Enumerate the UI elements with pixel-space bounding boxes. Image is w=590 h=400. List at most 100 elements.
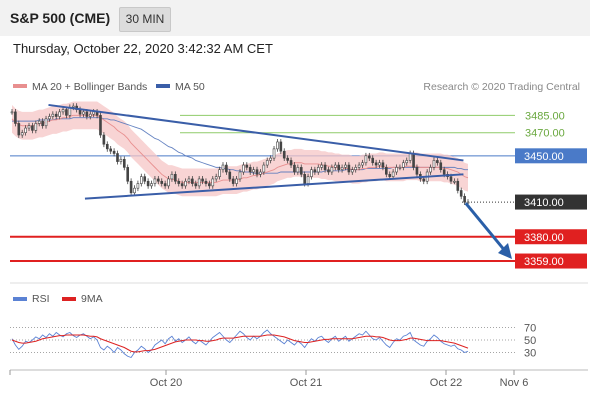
- candle: [119, 156, 123, 165]
- trend-line-0: [48, 103, 464, 162]
- candle: [415, 164, 419, 178]
- candle: [228, 169, 232, 182]
- candle: [44, 115, 48, 129]
- candle: [201, 176, 204, 185]
- rsi-legend: RSI 9MA: [13, 293, 103, 305]
- trend-lines: [48, 103, 464, 200]
- legend-label-ma20: MA 20 + Bollinger Bands: [32, 81, 147, 93]
- candle: [327, 166, 330, 175]
- candle: [429, 164, 432, 175]
- candle: [221, 162, 225, 173]
- level-tag-bg-4: [515, 229, 587, 245]
- candle: [344, 162, 347, 171]
- candle: [252, 166, 255, 175]
- legend-label-rsi: RSI: [32, 293, 50, 305]
- legend-label-ma50: MA 50: [175, 81, 205, 93]
- candle: [163, 180, 167, 189]
- forecast-arrow-head: [498, 243, 512, 260]
- candle: [299, 164, 303, 178]
- legend-swatch-ma50: [156, 84, 170, 88]
- candle: [463, 193, 466, 205]
- candle: [225, 162, 228, 175]
- candle: [405, 157, 409, 166]
- candle: [371, 155, 375, 166]
- candle: [20, 129, 24, 138]
- bollinger-band: [12, 101, 468, 197]
- candle: [37, 118, 41, 127]
- level-tag-4: 3380.00: [524, 232, 564, 244]
- candle: [129, 178, 133, 196]
- timeframe-badge[interactable]: 30 MIN: [119, 7, 171, 32]
- candle: [102, 132, 106, 148]
- credit-text: Research © 2020 Trading Central: [423, 81, 580, 93]
- candle: [27, 122, 31, 131]
- candle: [170, 171, 174, 182]
- candle: [41, 118, 44, 129]
- candle: [136, 180, 140, 192]
- x-label-oct22: Oct 22: [430, 377, 462, 389]
- rsi-tick-30: 30: [524, 348, 536, 360]
- candle: [439, 159, 443, 173]
- candle: [218, 166, 221, 180]
- candle: [279, 139, 283, 155]
- candle: [167, 176, 170, 189]
- candle: [48, 113, 51, 122]
- candle: [211, 176, 215, 189]
- candle: [194, 180, 198, 189]
- x-label-nov6: Nov 6: [500, 377, 529, 389]
- candle: [276, 139, 279, 152]
- level-lines: [10, 114, 515, 263]
- candle: [122, 156, 126, 171]
- candle: [368, 152, 371, 162]
- bollinger-band-fill: [12, 101, 468, 197]
- legend-label-rsi-9ma: 9MA: [81, 293, 103, 305]
- candle: [177, 178, 181, 187]
- level-tag-bg-5: [515, 253, 587, 269]
- legend-swatch-rsi-9ma: [62, 297, 76, 301]
- level-tag-bg-3: [515, 194, 587, 210]
- candle: [269, 155, 272, 164]
- candle: [364, 152, 368, 166]
- candle: [391, 169, 395, 180]
- candle: [242, 162, 245, 175]
- candle: [24, 125, 27, 136]
- candle: [262, 162, 266, 175]
- candle: [153, 176, 157, 187]
- level-tags: 3485.00 3470.00 3450.00 3410.00 3380.00 3359.…: [515, 110, 587, 269]
- candle: [259, 169, 262, 178]
- candle: [436, 157, 439, 166]
- rsi-line: [11, 329, 469, 359]
- candle: [10, 108, 14, 115]
- candle: [323, 162, 327, 173]
- candle: [432, 157, 436, 171]
- candle: [340, 164, 344, 173]
- candle: [174, 171, 177, 185]
- legend-swatch-ma20: [13, 84, 27, 88]
- level-tag-2: 3450.00: [524, 151, 564, 163]
- candle: [126, 164, 130, 185]
- candle: [272, 145, 276, 162]
- candle: [65, 106, 68, 119]
- candle: [143, 173, 147, 185]
- level-tag-5: 3359.00: [524, 256, 564, 268]
- candle: [402, 159, 405, 171]
- candle: [282, 148, 286, 162]
- candle: [31, 122, 34, 134]
- candle: [14, 108, 17, 127]
- candle: [160, 178, 164, 187]
- candle: [265, 157, 269, 168]
- candle: [378, 159, 381, 168]
- candle: [88, 111, 92, 120]
- candle: [204, 178, 208, 187]
- candle: [354, 164, 358, 173]
- candle: [184, 178, 187, 189]
- candles: [10, 103, 470, 205]
- candle: [116, 150, 119, 165]
- candle: [337, 162, 340, 173]
- candle: [99, 112, 102, 138]
- level-tag-0: 3485.00: [525, 110, 565, 122]
- x-axis: Oct 20 Oct 21 Oct 22 Nov 6: [9, 370, 529, 389]
- candle: [197, 176, 201, 189]
- instrument-title: S&P 500 (CME): [10, 10, 111, 26]
